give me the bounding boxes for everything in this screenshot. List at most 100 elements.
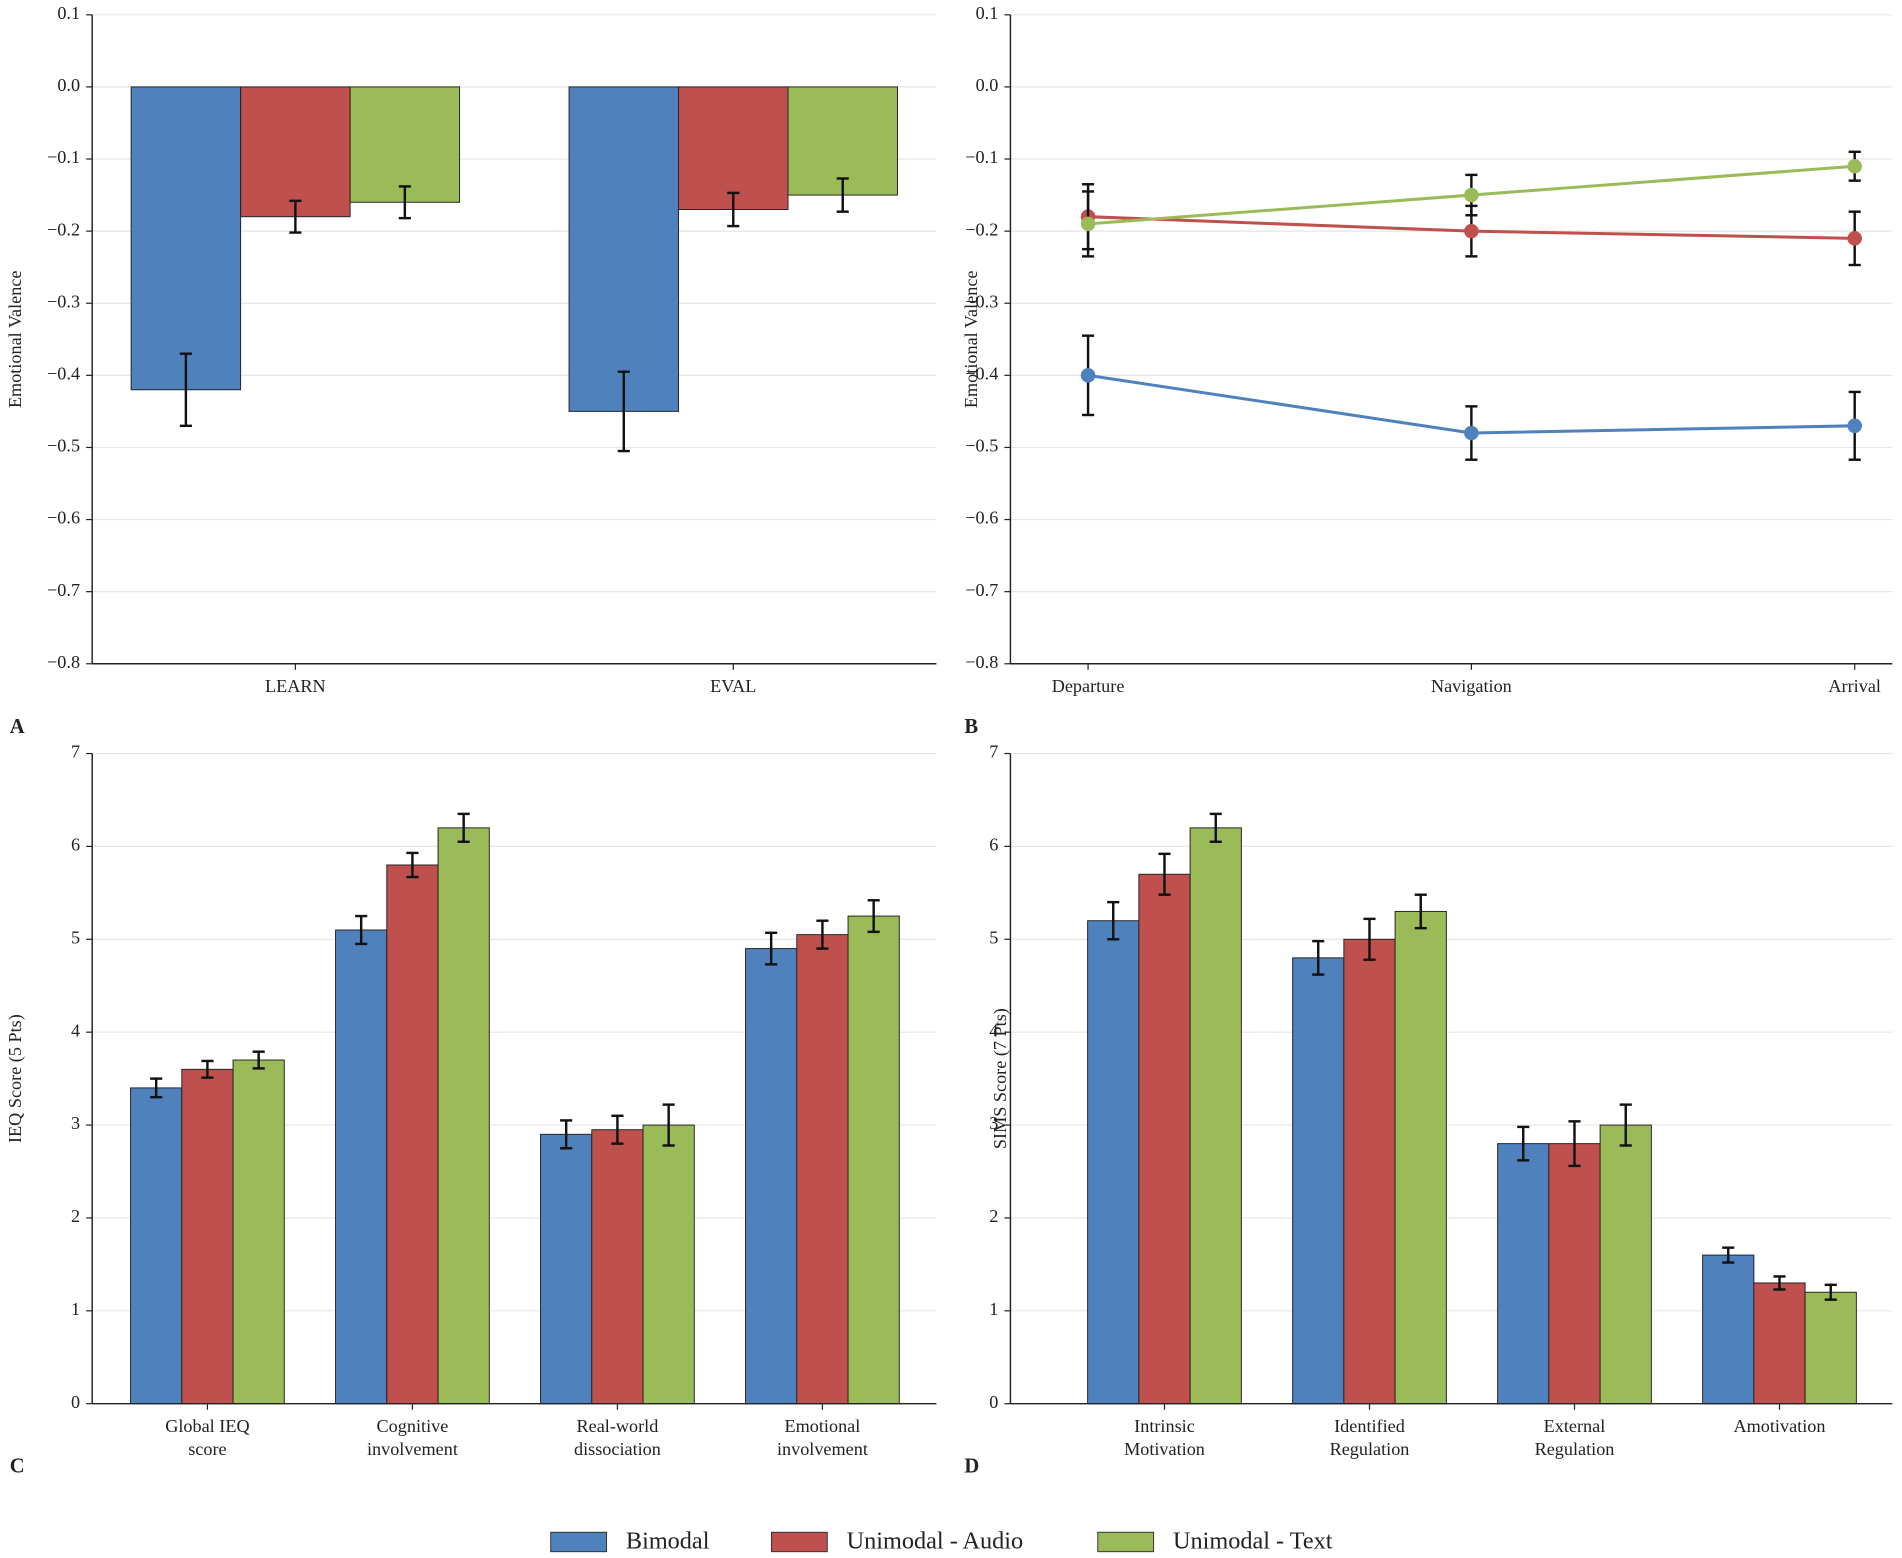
- y-tick-label: −0.2: [965, 219, 998, 239]
- y-tick-label: 0.0: [976, 75, 999, 95]
- y-tick-label: −0.5: [965, 436, 998, 456]
- y-tick-label: 7: [71, 742, 80, 762]
- panel-label: B: [964, 716, 978, 738]
- bar: [1394, 910, 1447, 1405]
- x-tick-label: Departure: [1052, 676, 1125, 696]
- x-tick-line: Global IEQ: [165, 1416, 249, 1436]
- bar: [591, 1129, 644, 1405]
- y-tick-label: 0.1: [57, 3, 80, 23]
- x-tick-label: Amotivation: [1734, 1416, 1826, 1436]
- x-tick-line: Regulation: [1330, 1439, 1410, 1459]
- bar: [130, 1087, 183, 1405]
- bar: [1497, 1143, 1550, 1405]
- bar: [1087, 920, 1140, 1405]
- y-tick-label: −0.7: [47, 580, 80, 600]
- bar: [642, 1124, 695, 1405]
- y-tick-label: −0.4: [965, 364, 998, 384]
- point: [1464, 223, 1479, 239]
- bar: [181, 1068, 234, 1405]
- x-tick-line: Emotional: [785, 1416, 861, 1436]
- x-tick-label: Real-world dissociation: [574, 1416, 661, 1459]
- x-tick-line: Amotivation: [1734, 1416, 1826, 1436]
- panel-label: C: [10, 1456, 25, 1478]
- y-tick-label: 2: [989, 1206, 998, 1226]
- y-axis-label: SIMS Score (7 Pts): [990, 1008, 1011, 1149]
- y-tick-label: 0.1: [976, 3, 999, 23]
- bar: [678, 86, 789, 210]
- legend-swatch: [770, 1531, 828, 1553]
- y-tick-label: 0: [71, 1392, 80, 1412]
- x-tick-label: Arrival: [1828, 676, 1881, 696]
- x-tick-line: Regulation: [1535, 1439, 1615, 1459]
- y-tick-label: −0.2: [47, 219, 80, 239]
- x-tick-label: Emotional involvement: [777, 1416, 868, 1459]
- x-tick-line: dissociation: [574, 1439, 661, 1459]
- panel-label: A: [10, 716, 25, 738]
- x-tick-line: involvement: [777, 1439, 868, 1459]
- y-tick-label: 6: [989, 835, 998, 855]
- x-tick-label: Navigation: [1431, 676, 1512, 696]
- x-tick-label: Global IEQ score: [165, 1416, 249, 1459]
- bar: [232, 1059, 285, 1405]
- y-tick-label: −0.8: [965, 652, 998, 672]
- bar: [540, 1133, 593, 1405]
- y-tick-label: 1: [71, 1299, 80, 1319]
- panel-label: D: [964, 1456, 979, 1478]
- bar: [386, 864, 439, 1405]
- x-tick-label: LEARN: [265, 676, 326, 696]
- y-tick-label: 2: [71, 1206, 80, 1226]
- y-tick-label: −0.8: [47, 652, 80, 672]
- bar: [130, 86, 242, 391]
- bar: [1292, 957, 1345, 1405]
- y-tick-label: 4: [71, 1020, 80, 1040]
- y-tick-label: 4: [989, 1020, 998, 1040]
- y-tick-label: 3: [989, 1113, 998, 1133]
- y-tick-label: 6: [71, 835, 80, 855]
- x-tick-line: External: [1544, 1416, 1606, 1436]
- x-tick-label: Identified Regulation: [1330, 1416, 1410, 1459]
- bar: [1138, 873, 1191, 1405]
- y-tick-label: −0.5: [47, 436, 80, 456]
- y-tick-label: −0.3: [47, 291, 80, 311]
- y-tick-label: −0.1: [47, 147, 80, 167]
- y-tick-label: 5: [71, 927, 80, 947]
- y-tick-label: 5: [989, 927, 998, 947]
- y-axis-label: Emotional Valence: [961, 271, 981, 409]
- x-tick-label: External Regulation: [1535, 1416, 1615, 1459]
- bar: [787, 86, 898, 196]
- y-tick-label: −0.6: [965, 508, 998, 528]
- y-tick-label: −0.6: [47, 508, 80, 528]
- x-tick-line: involvement: [367, 1439, 458, 1459]
- bar: [1343, 938, 1396, 1405]
- y-axis-label: Emotional Valence: [5, 271, 25, 409]
- point: [1847, 231, 1862, 246]
- x-tick-line: Intrinsic: [1134, 1416, 1195, 1436]
- bar: [335, 929, 388, 1405]
- point: [1080, 368, 1096, 383]
- y-tick-label: 1: [989, 1299, 998, 1319]
- bar: [1189, 827, 1242, 1405]
- x-tick-line: Motivation: [1124, 1439, 1205, 1459]
- y-tick-label: −0.3: [965, 291, 998, 311]
- bar: [1548, 1143, 1601, 1405]
- point: [1847, 418, 1862, 434]
- bar: [349, 86, 461, 203]
- y-tick-label: −0.4: [47, 364, 80, 384]
- legend-label: Unimodal - Audio: [847, 1528, 1023, 1555]
- y-tick-label: 7: [989, 742, 998, 762]
- y-tick-label: 3: [71, 1113, 80, 1133]
- bar: [1702, 1254, 1755, 1405]
- bar: [240, 86, 351, 218]
- x-tick-line: score: [188, 1439, 226, 1459]
- bar: [847, 915, 900, 1405]
- y-axis-label: IEQ Score (5 Pts): [5, 1014, 26, 1143]
- y-tick-label: −0.7: [965, 580, 998, 600]
- point: [1080, 216, 1096, 232]
- bar: [745, 948, 798, 1405]
- y-tick-label: 0: [989, 1392, 998, 1412]
- legend-swatch: [1097, 1531, 1155, 1553]
- bar: [1804, 1291, 1857, 1405]
- point: [1464, 187, 1479, 203]
- x-tick-line: Cognitive: [377, 1416, 449, 1436]
